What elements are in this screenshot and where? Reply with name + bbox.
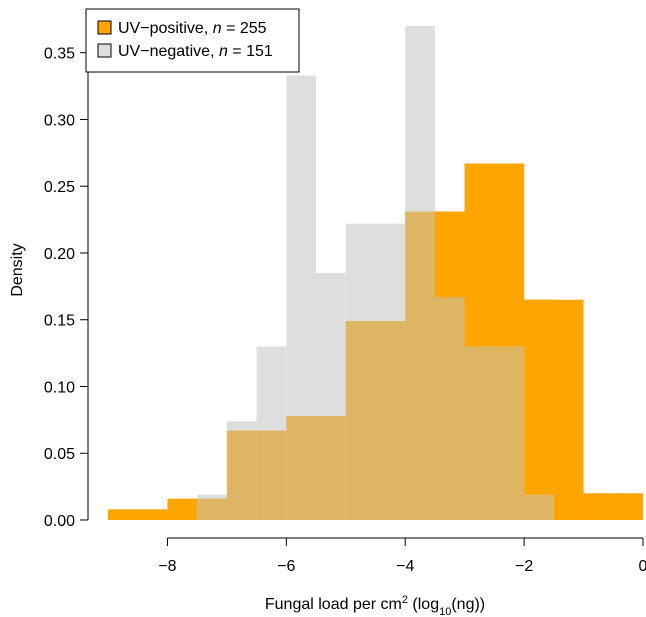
- bar-uv-positive-top: [434, 211, 465, 298]
- bar-uv-positive: [553, 299, 584, 520]
- overlap-bars: [197, 163, 554, 520]
- legend-label-uv-negative: UV−negative, n = 151: [118, 43, 273, 60]
- legend-label-uv-positive: UV−positive, n = 255: [118, 20, 267, 37]
- bar-overlap: [256, 430, 287, 520]
- bar-overlap: [405, 211, 435, 520]
- bar-overlap: [464, 346, 495, 520]
- y-tick-label: 0.35: [44, 46, 75, 63]
- bar-uv-positive: [108, 509, 138, 520]
- bar-overlap: [316, 415, 346, 520]
- y-tick-label: 0.05: [44, 446, 75, 463]
- x-tick-label: −4: [396, 558, 414, 575]
- legend-swatch-uv-negative: [97, 43, 112, 58]
- y-axis-title: Density: [9, 243, 26, 296]
- y-tick-label: 0.20: [44, 246, 75, 263]
- x-tick-label: −8: [158, 558, 176, 575]
- bar-uv-positive: [137, 509, 168, 520]
- bar-overlap: [524, 494, 554, 520]
- bar-uv-positive: [583, 493, 614, 520]
- bar-overlap: [375, 321, 406, 520]
- x-axis: −8 −6 −4 −2 0: [158, 537, 646, 575]
- bar-uv-positive-top: [464, 163, 495, 347]
- bar-overlap: [286, 415, 317, 520]
- x-tick-label: −6: [277, 558, 295, 575]
- bar-overlap: [434, 297, 465, 520]
- bar-overlap: [494, 346, 525, 520]
- legend-swatch-uv-positive: [97, 20, 112, 35]
- bar-uv-positive: [613, 493, 643, 520]
- legend: UV−positive, n = 255 UV−negative, n = 15…: [85, 8, 300, 73]
- bar-overlap: [197, 498, 227, 520]
- y-tick-label: 0.00: [44, 513, 75, 530]
- bar-uv-positive-top: [494, 163, 525, 347]
- y-axis: 0.00 0.05 0.10 0.15 0.20 0.25 0.30 0.35: [44, 46, 89, 530]
- y-tick-label: 0.30: [44, 112, 75, 129]
- x-axis-title: Fungal load per cm2 (log10(ng)): [265, 594, 485, 617]
- y-tick-label: 0.15: [44, 313, 75, 330]
- bar-overlap: [226, 430, 257, 520]
- x-tick-label: 0: [639, 558, 646, 575]
- legend-box: [85, 8, 300, 73]
- x-tick-label: −2: [515, 558, 533, 575]
- bar-uv-positive-top: [524, 299, 554, 495]
- bar-uv-positive: [167, 498, 198, 520]
- bar-overlap: [345, 321, 376, 520]
- y-tick-label: 0.10: [44, 379, 75, 396]
- y-tick-label: 0.25: [44, 179, 75, 196]
